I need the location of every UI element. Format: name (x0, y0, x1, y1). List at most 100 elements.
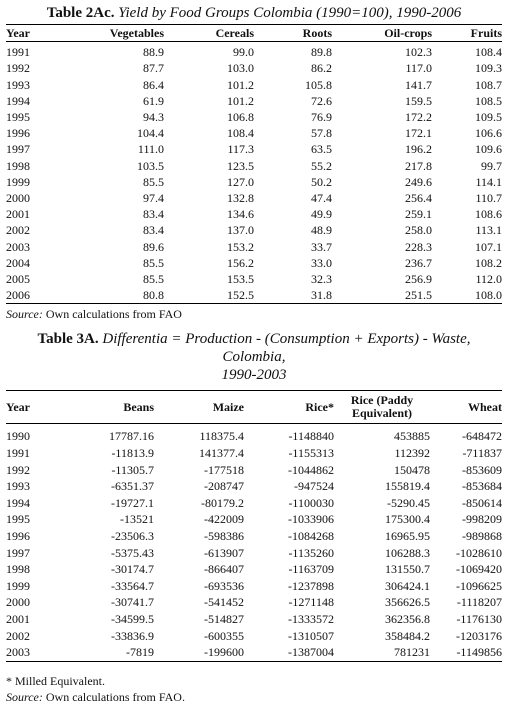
table-row: 1997 -5375.43 -613907 -1135260 106288.3 -1028… (6, 545, 502, 562)
cell-vegetables: 97.4 (143, 191, 164, 206)
cell-fruits: 109.3 (475, 61, 502, 76)
cell-oil-crops: 141.7 (405, 77, 432, 92)
cell-vegetables: 111.0 (137, 142, 164, 157)
table2-source-label: Source: (6, 689, 43, 704)
cell-year: 2003 (6, 645, 30, 660)
cell-wheat: -989868 (462, 529, 502, 544)
cell-roots: 47.4 (311, 191, 332, 206)
cell-year: 1998 (6, 158, 30, 173)
table-row: 1992 -11305.7 -177518 -1044862 150478 -853609 (6, 462, 502, 479)
cell-fruits: 109.5 (475, 110, 502, 125)
table1-source-label: Source: (6, 307, 43, 322)
cell-rice-paddy: 155819.4 (385, 479, 430, 494)
cell-vegetables: 104.4 (137, 126, 164, 141)
cell-maize: 118375.4 (199, 429, 244, 444)
table2-source-note: Source: Own calculations from FAO. (6, 689, 502, 705)
cell-maize: -693536 (204, 578, 244, 593)
cell-oil-crops: 251.5 (405, 288, 432, 303)
cell-year: 1998 (6, 562, 30, 577)
cell-vegetables: 85.5 (143, 272, 164, 287)
cell-year: 2001 (6, 207, 30, 222)
cell-year: 2005 (6, 272, 30, 287)
cell-oil-crops: 117.0 (405, 61, 432, 76)
cell-cereals: 101.2 (227, 93, 254, 108)
cell-cereals: 132.8 (227, 191, 254, 206)
cell-rice: -1033906 (288, 512, 334, 527)
cell-rice: -1148840 (288, 429, 334, 444)
table-row: 1996 104.4 108.4 57.8 172.1 106.6 (6, 125, 502, 141)
cell-vegetables: 88.9 (143, 45, 164, 60)
cell-year: 1995 (6, 512, 30, 527)
cell-fruits: 110.7 (475, 191, 502, 206)
cell-roots: 50.2 (311, 174, 332, 189)
table1-title: Table 2Ac. Yield by Food Groups Colombia… (6, 4, 502, 24)
cell-year: 1996 (6, 529, 30, 544)
cell-rice: -1135260 (288, 545, 334, 560)
table2-source-text: Own calculations from FAO. (45, 689, 185, 704)
table-row: 1999 85.5 127.0 50.2 249.6 114.1 (6, 174, 502, 190)
table2-header-beans: Beans (123, 399, 154, 414)
cell-roots: 49.9 (311, 207, 332, 222)
table-row: 2000 -30741.7 -541452 -1271148 356626.5 -1118… (6, 594, 502, 611)
cell-wheat: -1203176 (456, 628, 502, 643)
cell-year: 1993 (6, 77, 30, 92)
cell-maize: 141377.4 (199, 446, 244, 461)
cell-maize: -80179.2 (201, 495, 244, 510)
cell-cereals: 152.5 (227, 288, 254, 303)
cell-beans: -33564.7 (111, 578, 154, 593)
cell-oil-crops: 249.6 (405, 174, 432, 189)
table2-title-label: Table 3A. (37, 331, 99, 348)
cell-year: 1993 (6, 479, 30, 494)
cell-beans: -7819 (126, 645, 154, 660)
cell-maize: -866407 (204, 562, 244, 577)
cell-rice: -1155313 (288, 446, 334, 461)
cell-vegetables: 61.9 (143, 93, 164, 108)
table2-header-year: Year (6, 399, 30, 414)
table2-title: Table 3A. Differentia = Production - (Co… (6, 330, 502, 384)
cell-vegetables: 87.7 (143, 61, 164, 76)
table-row: 1993 86.4 101.2 105.8 141.7 108.7 (6, 77, 502, 93)
cell-beans: -19727.1 (111, 495, 154, 510)
cell-rice-paddy: 356626.5 (385, 595, 430, 610)
cell-oil-crops: 236.7 (405, 255, 432, 270)
table-row: 2005 85.5 153.5 32.3 256.9 112.0 (6, 271, 502, 287)
cell-cereals: 99.0 (233, 45, 254, 60)
cell-year: 1995 (6, 110, 30, 125)
cell-year: 1990 (6, 429, 30, 444)
cell-vegetables: 89.6 (143, 239, 164, 254)
cell-roots: 76.9 (311, 110, 332, 125)
cell-year: 1992 (6, 462, 30, 477)
cell-cereals: 123.5 (227, 158, 254, 173)
cell-rice: -947524 (294, 479, 334, 494)
cell-wheat: -711837 (462, 446, 502, 461)
cell-fruits: 108.0 (475, 288, 502, 303)
cell-maize: -208747 (204, 479, 244, 494)
cell-cereals: 156.2 (227, 255, 254, 270)
table-row: 1995 -13521 -422009 -1033906 175300.4 -998209 (6, 511, 502, 528)
cell-rice-paddy: 306424.1 (385, 578, 430, 593)
cell-roots: 86.2 (311, 61, 332, 76)
cell-roots: 31.8 (311, 288, 332, 303)
table-row: 1997 111.0 117.3 63.5 196.2 109.6 (6, 141, 502, 157)
cell-cereals: 137.0 (227, 223, 254, 238)
table1-source-text: Own calculations from FAO (45, 307, 182, 322)
cell-wheat: -1176130 (456, 611, 502, 626)
cell-roots: 89.8 (311, 45, 332, 60)
cell-rice-paddy: 175300.4 (385, 512, 430, 527)
cell-rice-paddy: -5290.45 (387, 495, 430, 510)
cell-fruits: 108.7 (475, 77, 502, 92)
cell-wheat: -853684 (462, 479, 502, 494)
cell-year: 2006 (6, 288, 30, 303)
table-row: 2001 -34599.5 -514827 -1333572 362356.8 -1176… (6, 611, 502, 628)
cell-wheat: -1096625 (456, 578, 502, 593)
cell-rice-paddy: 453885 (394, 429, 430, 444)
cell-year: 1992 (6, 61, 30, 76)
table1-header-cereals: Cereals (215, 26, 254, 40)
table-row: 1993 -6351.37 -208747 -947524 155819.4 -85368… (6, 478, 502, 495)
cell-roots: 57.8 (311, 126, 332, 141)
cell-rice-paddy: 106288.3 (385, 545, 430, 560)
cell-cereals: 103.0 (227, 61, 254, 76)
cell-cereals: 153.2 (227, 239, 254, 254)
cell-beans: -11305.7 (111, 462, 154, 477)
table-row: 2003 -7819 -199600 -1387004 781231 -1149856 (6, 644, 502, 662)
